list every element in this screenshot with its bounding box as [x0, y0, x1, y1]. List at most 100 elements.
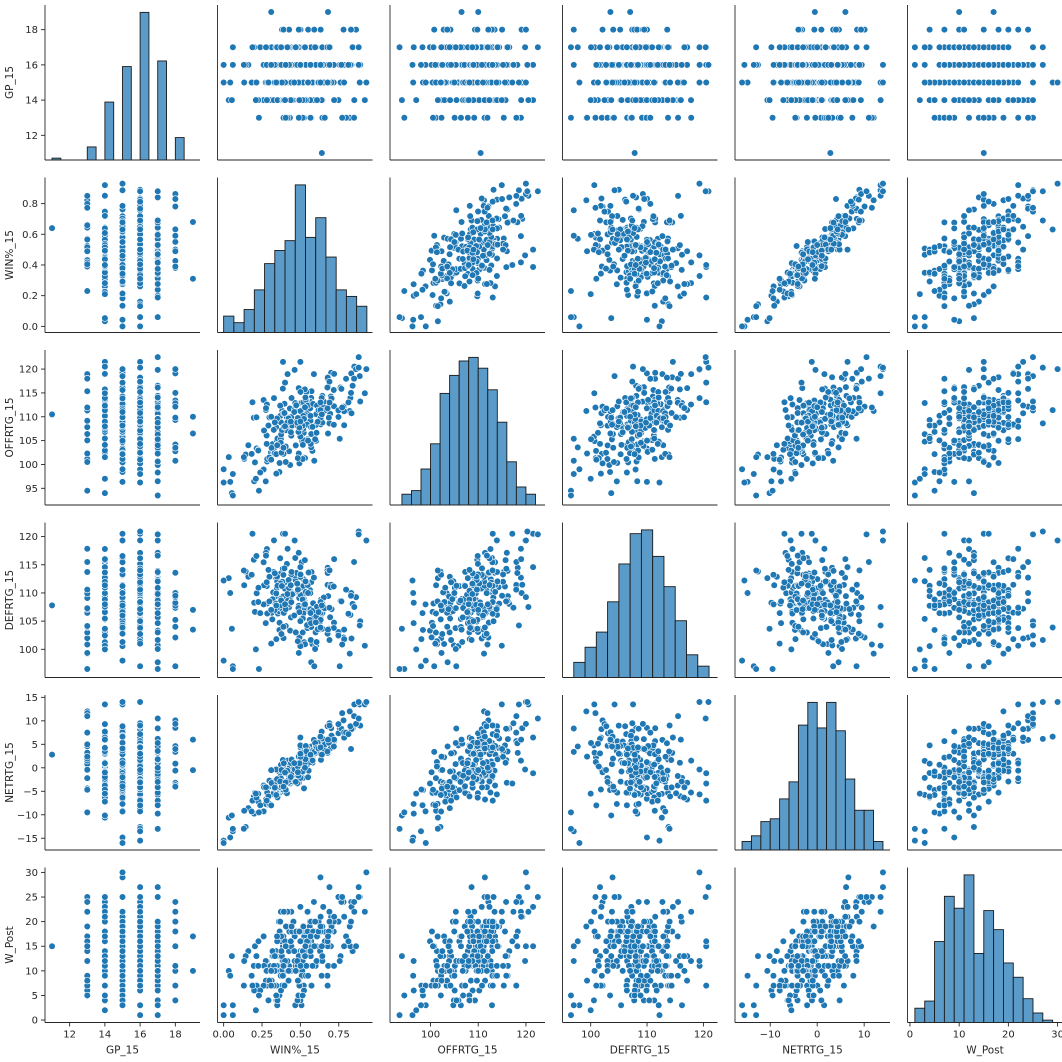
scatter-point: [608, 78, 617, 87]
scatter-point: [794, 409, 802, 417]
scatter-point: [677, 212, 685, 220]
y-tick-label: 14: [25, 96, 38, 107]
scatter-point: [278, 582, 286, 590]
scatter-point: [465, 96, 473, 104]
scatter-point: [985, 197, 993, 206]
scatter-point: [283, 545, 292, 553]
scatter-point: [344, 61, 353, 69]
hist-bar-gp-15-6: [104, 101, 115, 161]
scatter-point: [857, 365, 865, 373]
scatter-point: [824, 449, 832, 458]
scatter-point: [171, 592, 179, 600]
scatter-point: [798, 418, 806, 427]
scatter-point: [818, 385, 826, 394]
scatter-point: [994, 406, 1003, 414]
scatter-point: [304, 78, 312, 87]
scatter-point: [295, 649, 303, 657]
scatter-point: [695, 43, 704, 51]
scatter-point: [316, 61, 325, 69]
scatter-point: [83, 622, 91, 630]
scatter-point: [118, 225, 127, 234]
scatter-point: [306, 114, 315, 122]
scatter-point: [362, 365, 370, 373]
scatter-point: [306, 609, 315, 617]
scatter-point: [256, 468, 264, 477]
scatter-point: [1029, 403, 1037, 412]
scatter-point: [663, 271, 671, 279]
scatter-point: [921, 399, 929, 407]
scatter-point: [750, 470, 758, 478]
panel-defrtg-15-vs-offrtg-15: [389, 522, 545, 678]
scatter-point: [430, 232, 438, 240]
scatter-point: [522, 593, 530, 601]
scatter-point: [290, 408, 298, 416]
hist-bar-win-15-0: [223, 315, 235, 333]
scatter-point: [118, 478, 127, 486]
scatter-point: [930, 270, 939, 278]
scatter-point: [287, 581, 295, 589]
scatter-point: [316, 78, 325, 87]
scatter-point: [395, 43, 404, 51]
scatter-point: [444, 605, 453, 613]
scatter-point: [609, 444, 617, 452]
scatter-point: [473, 217, 481, 225]
scatter-point: [350, 558, 358, 566]
scatter-point: [280, 409, 289, 417]
scatter-point: [950, 238, 958, 246]
scatter-point: [862, 353, 871, 361]
scatter-point: [342, 586, 350, 594]
scatter-point: [350, 114, 358, 122]
scatter-point: [409, 78, 417, 87]
scatter-point: [666, 78, 674, 87]
scatter-point: [955, 250, 963, 258]
scatter-point: [1014, 78, 1022, 87]
scatter-point: [272, 78, 280, 87]
scatter-point: [283, 43, 291, 51]
scatter-point: [448, 595, 456, 603]
hist-bar-win-15-12: [345, 295, 358, 333]
scatter-point: [521, 43, 529, 51]
scatter-point: [623, 43, 631, 51]
scatter-point: [470, 114, 478, 122]
scatter-point: [280, 564, 289, 573]
scatter-point: [452, 604, 460, 612]
scatter-point: [1014, 363, 1022, 371]
scatter-point: [646, 375, 654, 383]
panel-gp-15-vs-netrtg-15: [734, 5, 890, 161]
scatter-point: [136, 364, 144, 372]
scatter-point: [350, 96, 358, 104]
scatter-point: [267, 8, 275, 16]
scatter-point: [171, 247, 179, 255]
scatter-point: [171, 623, 179, 631]
scatter-point: [101, 229, 109, 237]
scatter-point: [702, 398, 710, 406]
scatter-point: [270, 426, 278, 434]
scatter-point: [1014, 377, 1022, 386]
scatter-point: [240, 61, 248, 69]
scatter-point: [154, 353, 162, 361]
scatter-point: [960, 78, 968, 87]
scatter-point: [325, 43, 334, 51]
scatter-point: [879, 187, 887, 195]
scatter-point: [171, 616, 179, 624]
scatter-point: [776, 61, 784, 69]
scatter-point: [738, 322, 746, 330]
scatter-point: [680, 413, 688, 421]
scatter-point: [432, 609, 440, 618]
scatter-point: [422, 322, 430, 330]
scatter-point: [473, 586, 481, 594]
scatter-point: [607, 96, 615, 104]
scatter-point: [704, 364, 713, 372]
scatter-point: [489, 197, 497, 206]
scatter-point: [310, 662, 318, 670]
scatter-point: [855, 404, 863, 413]
scatter-point: [521, 251, 529, 259]
scatter-point: [674, 114, 682, 122]
scatter-point: [296, 570, 305, 579]
scatter-point: [310, 457, 318, 465]
scatter-point: [862, 187, 871, 195]
scatter-point: [154, 600, 162, 608]
scatter-point: [804, 255, 812, 263]
scatter-point: [272, 589, 280, 597]
scatter-point: [877, 96, 885, 104]
